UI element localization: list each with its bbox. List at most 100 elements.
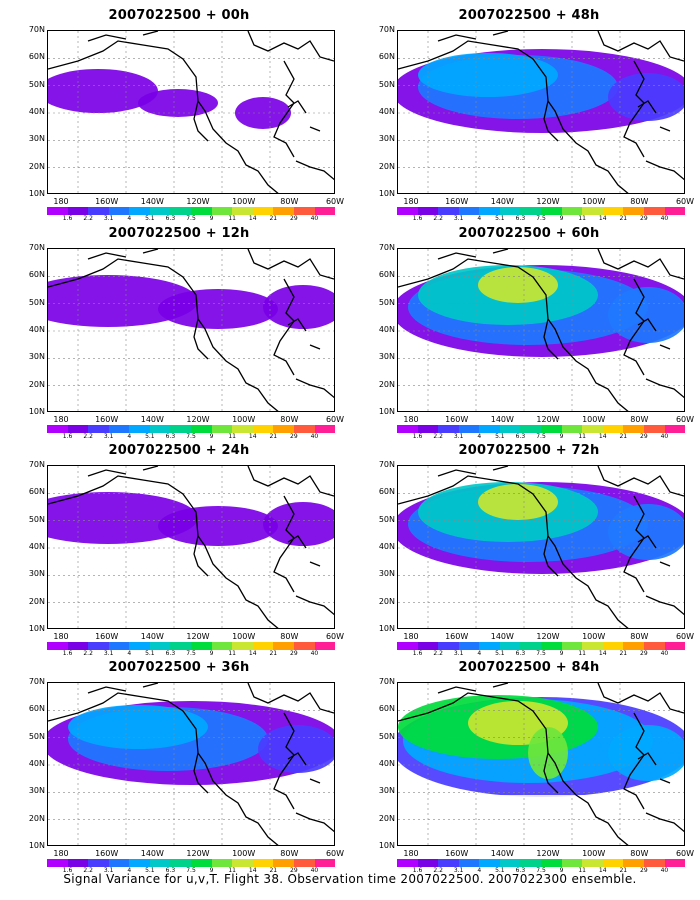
colorbar-swatch	[643, 425, 665, 433]
colorbar-label: 14	[598, 433, 607, 440]
latitude-label: 30N	[28, 786, 45, 796]
colorbar-swatch	[47, 642, 68, 650]
colorbar-label: 4	[477, 215, 482, 222]
longitude-label: 60W	[325, 849, 345, 858]
colorbar-swatch	[499, 642, 521, 650]
colorbar-swatch	[88, 425, 109, 433]
colorbar-swatch	[293, 859, 315, 867]
map-area	[47, 465, 335, 629]
latitude-label: 60N	[28, 704, 45, 714]
latitude-label: 50N	[378, 297, 395, 307]
colorbar-swatch	[314, 207, 336, 215]
colorbar-label: 4	[477, 433, 482, 440]
longitude-label: 80W	[280, 415, 299, 424]
longitude-label: 120W	[536, 197, 560, 206]
colorbar-label: 21	[269, 867, 278, 874]
colorbar-label: 5.1	[495, 867, 505, 874]
colorbar-swatch	[438, 207, 459, 215]
colorbar-label: 6.3	[165, 215, 176, 222]
latitude-label: 70N	[378, 677, 395, 686]
colorbar-labels: 1.6 2.2 3.1 4 5.1 6.3 7.5 9 11 14 21 29 40	[47, 433, 335, 442]
colorbar-label: 6.3	[165, 650, 176, 657]
map-panel: 2007022500 + 36h 70N 60N 50N 40N 30N 20N 10N 180…	[14, 660, 345, 874]
map-panel: 2007022500 + 12h 70N 60N 50N 40N 30N 20N 10N 180…	[14, 226, 344, 440]
coastline	[309, 344, 321, 350]
panel-title: 2007022500 + 00h	[108, 8, 250, 23]
colorbar-swatch	[438, 859, 459, 867]
colorbar-swatch	[191, 207, 212, 215]
colorbar-label: 2.2	[433, 867, 443, 874]
latitude-label: 40N	[378, 325, 395, 334]
colorbar-swatch	[458, 859, 480, 867]
colorbar-swatch	[67, 642, 89, 650]
latitude-label: 20N	[378, 596, 395, 606]
colorbar-label: 1.6	[62, 433, 73, 440]
colorbar-swatch	[273, 859, 294, 867]
colorbar-swatch	[88, 642, 109, 650]
colorbar-swatch	[397, 859, 418, 867]
colorbar-label: 11	[578, 215, 586, 222]
colorbar-label: 9	[209, 867, 214, 874]
coastline	[437, 469, 477, 477]
longitude-label: 160W	[445, 849, 469, 858]
colorbar-swatch	[643, 642, 665, 650]
longitude-label: 120W	[536, 632, 560, 641]
variance-map	[48, 683, 334, 845]
coastline	[659, 126, 671, 132]
coastline	[645, 378, 684, 399]
colorbar-swatch	[499, 207, 521, 215]
colorbar-label: 1.6	[62, 650, 73, 657]
longitude-label: 100W	[232, 415, 256, 424]
colorbar-swatch	[293, 207, 315, 215]
colorbar-swatch	[211, 207, 233, 215]
colorbar-swatch	[541, 642, 562, 650]
longitude-label: 120W	[536, 849, 560, 858]
colorbar-swatch	[582, 859, 603, 867]
colorbar-swatch	[643, 207, 665, 215]
latitude-label: 20N	[28, 596, 45, 606]
longitude-label: 60W	[325, 632, 345, 641]
latitude-label: 40N	[378, 759, 395, 768]
coastline	[273, 712, 295, 810]
colorbar-swatch	[623, 859, 644, 867]
coastline	[87, 469, 127, 477]
longitude-label: 120W	[186, 197, 210, 206]
latitude-label: 40N	[378, 542, 395, 551]
colorbar-swatch	[149, 642, 171, 650]
latitude-label: 10N	[378, 624, 395, 633]
variance-map	[398, 31, 684, 193]
colorbar-label: 40	[310, 650, 319, 657]
colorbar-swatch	[643, 859, 665, 867]
colorbar-label: 2.2	[83, 650, 93, 657]
colorbar-swatch	[438, 642, 459, 650]
colorbar-label: 5.1	[145, 215, 155, 222]
colorbar-swatch	[417, 425, 439, 433]
latitude-label: 40N	[378, 107, 395, 116]
colorbar	[397, 859, 686, 867]
panel-title: 2007022500 + 12h	[108, 226, 250, 241]
colorbar-labels: 1.6 2.2 3.1 4 5.1 6.3 7.5 9 11 14 21 29 40	[47, 650, 335, 659]
colorbar-label: 5.1	[145, 433, 155, 440]
colorbar-swatch	[273, 642, 294, 650]
longitude-label: 120W	[536, 415, 560, 424]
map-panel: 2007022500 + 00h 70N 60N 50N 40N 30N 20N 10N 180…	[14, 8, 344, 222]
coastline	[659, 561, 671, 567]
colorbar-label: 21	[269, 433, 278, 440]
colorbar-swatch	[67, 425, 89, 433]
map-area	[397, 30, 685, 194]
longitude-label: 140W	[490, 415, 514, 424]
colorbar-label: 9	[209, 650, 214, 657]
colorbar-swatch	[67, 859, 89, 867]
colorbar-label: 29	[290, 867, 298, 874]
longitude-label: 180	[53, 632, 69, 641]
coastline	[295, 378, 334, 399]
colorbar-swatch	[232, 207, 253, 215]
colorbar-label: 1.6	[62, 215, 73, 222]
longitude-label: 160W	[445, 415, 469, 424]
colorbar-label: 1.6	[412, 215, 423, 222]
colorbar	[397, 642, 686, 650]
colorbar-label: 9	[559, 433, 564, 440]
colorbar-label: 7.5	[536, 433, 546, 440]
colorbar-swatch	[47, 207, 68, 215]
colorbar-swatch	[129, 207, 150, 215]
